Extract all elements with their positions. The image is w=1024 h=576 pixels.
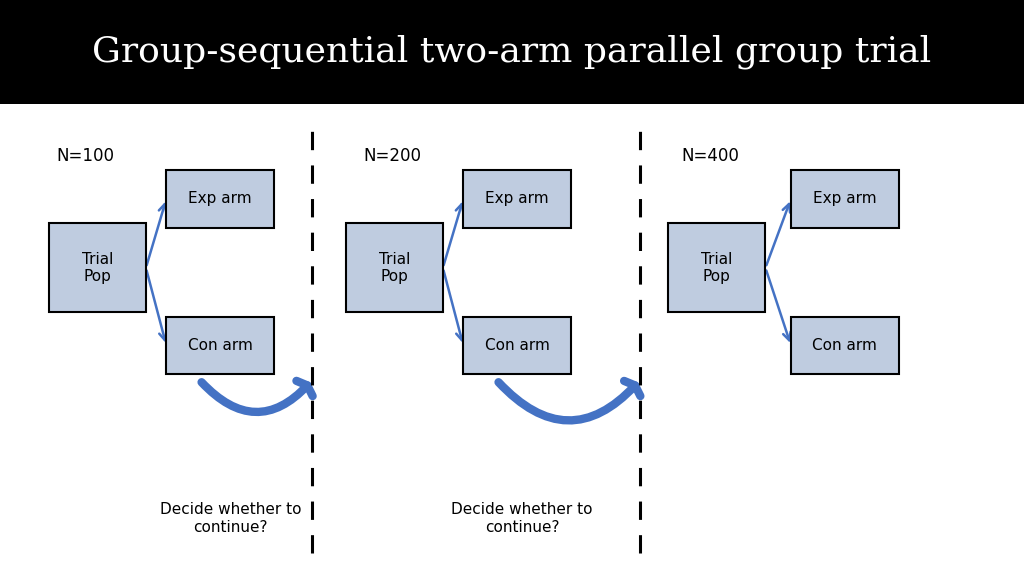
Text: Exp arm: Exp arm (485, 191, 549, 206)
Text: Decide whether to
continue?: Decide whether to continue? (452, 502, 593, 535)
Text: Trial
Pop: Trial Pop (82, 252, 113, 284)
Text: N=100: N=100 (56, 146, 115, 165)
Bar (166, 170, 274, 228)
Text: Con arm: Con arm (484, 338, 550, 353)
Bar (0, 0, 1024, 104)
Text: Group-sequential two-arm parallel group trial: Group-sequential two-arm parallel group … (92, 35, 932, 69)
Text: Trial
Pop: Trial Pop (701, 252, 732, 284)
Text: Trial
Pop: Trial Pop (379, 252, 410, 284)
Text: Decide whether to
continue?: Decide whether to continue? (160, 502, 301, 535)
Bar (791, 317, 899, 374)
Bar (346, 223, 442, 312)
Text: Exp arm: Exp arm (813, 191, 877, 206)
Text: Exp arm: Exp arm (188, 191, 252, 206)
Text: N=200: N=200 (364, 146, 422, 165)
Bar (463, 170, 571, 228)
Bar (791, 170, 899, 228)
Text: Con arm: Con arm (812, 338, 878, 353)
Bar (166, 317, 274, 374)
Bar (463, 317, 571, 374)
Bar (49, 223, 146, 312)
Text: Con arm: Con arm (187, 338, 253, 353)
Bar (668, 223, 765, 312)
Text: N=400: N=400 (681, 146, 739, 165)
